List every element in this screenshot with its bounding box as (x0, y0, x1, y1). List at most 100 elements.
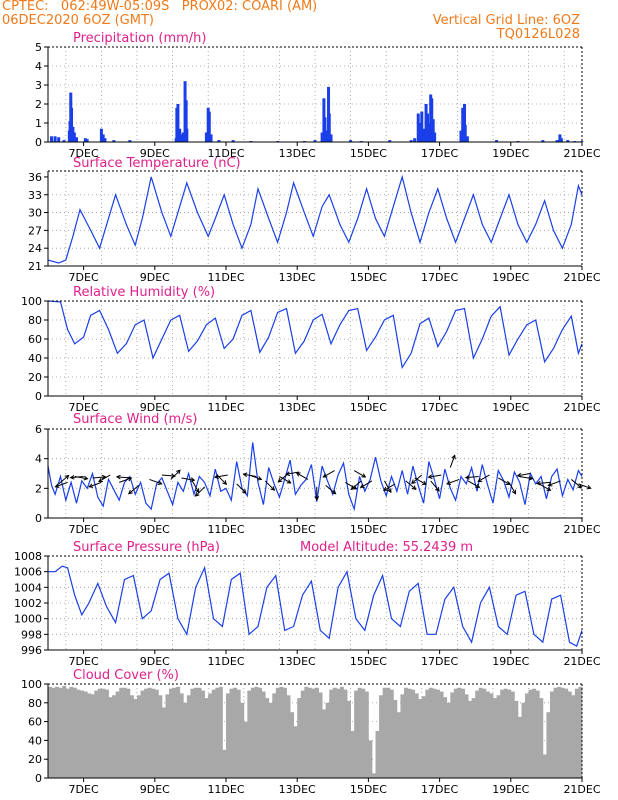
temperature-xtick-label: 15DEC (350, 271, 387, 284)
pressure-line (48, 565, 583, 647)
wind-vector-shaft (345, 481, 357, 490)
precipitation-bar (416, 113, 420, 142)
wind-vector-head (528, 475, 534, 481)
precipitation-bar (320, 132, 324, 142)
cloud-cover-bar (72, 687, 77, 778)
wind-ytick-label: 2 (35, 482, 42, 495)
precipitation-bar (50, 136, 54, 142)
wind-vector-head (477, 477, 483, 483)
cloud-cover-bar (354, 690, 359, 778)
cloud-cover-bar (407, 688, 412, 778)
wind-vector-head (451, 454, 456, 460)
wind-vector-shaft (243, 473, 257, 477)
wind-vector-head (127, 489, 133, 495)
precipitation-bar (413, 138, 417, 142)
cloud-cover-bar (411, 689, 416, 778)
cloud-cover-bar (496, 695, 501, 778)
cloud-cover-bar (58, 687, 63, 778)
precipitation-bar (53, 136, 57, 142)
cloud-cover-bar (119, 687, 124, 778)
cloud-cover-bar (76, 689, 81, 778)
cloud-cover-bar (425, 689, 430, 778)
pressure-ytick-label: 1004 (14, 581, 42, 594)
cloud-cover-bar (564, 688, 569, 778)
precipitation-bar (461, 107, 465, 142)
precipitation-bar (176, 104, 180, 142)
wind-vector-head (511, 489, 517, 495)
precipitation-bar (74, 137, 78, 142)
precipitation-bar (231, 140, 235, 142)
pressure-xtick-label: 11DEC (207, 655, 244, 668)
wind-vector-shaft (181, 477, 195, 481)
cloud-cover-bar (147, 687, 152, 778)
precipitation-bar (313, 140, 317, 142)
wind-vector-head (435, 486, 440, 492)
cloud-cover-bar (293, 726, 298, 778)
wind-xtick-label: 7DEC (69, 523, 99, 536)
pressure-ytick-label: 1000 (14, 613, 42, 626)
cloud-cover-bar (318, 692, 323, 778)
cloud-cover-bar (514, 700, 519, 778)
humidity-ytick-label: 40 (28, 352, 42, 365)
precipitation-title: Precipitation (mm/h) (73, 31, 206, 46)
cloud-cover-bar (190, 688, 195, 778)
cloud-cover-bar (250, 687, 255, 778)
cloud-cover-bar (382, 687, 387, 778)
cloud-cover-bar (286, 695, 291, 778)
wind-vector-head (421, 480, 427, 485)
precipitation-bar (204, 132, 208, 142)
cloud-cover-bar (343, 689, 348, 778)
wind-vector-head (176, 469, 181, 475)
precipitation-bar (463, 124, 467, 142)
cloud-cover-bar (229, 688, 234, 778)
wind-vector-shaft (539, 483, 551, 491)
cloud-cover-bar (478, 687, 483, 778)
cloud-cover-bar (108, 697, 113, 778)
wind-vector-shaft (548, 480, 561, 486)
pressure-xtick-label: 17DEC (421, 655, 458, 668)
temperature-xtick-label: 7DEC (69, 271, 99, 284)
cloud-cover-bar (254, 686, 259, 778)
cloud-cover-bar (525, 693, 529, 778)
cloud-cover-bar (574, 688, 579, 778)
wind-vector-head (54, 483, 60, 488)
cloud-cover-bar (307, 687, 312, 778)
cloud-cover-ytick-label: 0 (35, 772, 42, 785)
wind-vector-head (314, 496, 320, 501)
cloud-cover-bar (557, 686, 562, 778)
wind-xtick-label: 15DEC (350, 523, 387, 536)
pressure-ytick-label: 1008 (14, 550, 42, 563)
precipitation-bar (72, 132, 76, 142)
precipitation-bar (427, 123, 431, 142)
wind-vector-head (446, 480, 451, 485)
wind-ytick-label: 4 (35, 453, 42, 466)
cloud-cover-bar (400, 694, 405, 778)
cloud-cover-bar (443, 697, 448, 778)
cloud-cover-bar (137, 695, 141, 778)
wind-xtick-label: 19DEC (492, 523, 529, 536)
cloud-cover-bar (396, 712, 401, 778)
cloud-cover-xtick-label: 15DEC (350, 783, 387, 796)
cloud-cover-bar (197, 687, 202, 778)
cloud-cover-bar (87, 693, 92, 778)
cloud-cover-bar (247, 690, 252, 778)
wind-vector-shaft (214, 474, 228, 478)
precipitation-bar (495, 140, 499, 142)
cloud-cover-bar (169, 688, 173, 778)
wind-vector-head (516, 472, 522, 478)
cloud-cover-bar (297, 698, 302, 778)
cloud-cover-xtick-label: 17DEC (421, 783, 458, 796)
cloud-cover-xtick-label: 9DEC (140, 783, 170, 796)
wind-vector-head (350, 485, 356, 490)
cloud-cover-bar (179, 693, 184, 778)
pressure-ytick-label: 1006 (14, 566, 42, 579)
wind-vector-shaft (323, 470, 335, 478)
cloud-cover-bar (154, 689, 159, 778)
cloud-cover-bar (218, 686, 223, 778)
humidity-title: Relative Humidity (%) (73, 285, 215, 300)
cloud-cover-bar (315, 687, 319, 778)
cloud-cover-bar (165, 694, 170, 778)
cloud-cover-bar (428, 687, 433, 778)
